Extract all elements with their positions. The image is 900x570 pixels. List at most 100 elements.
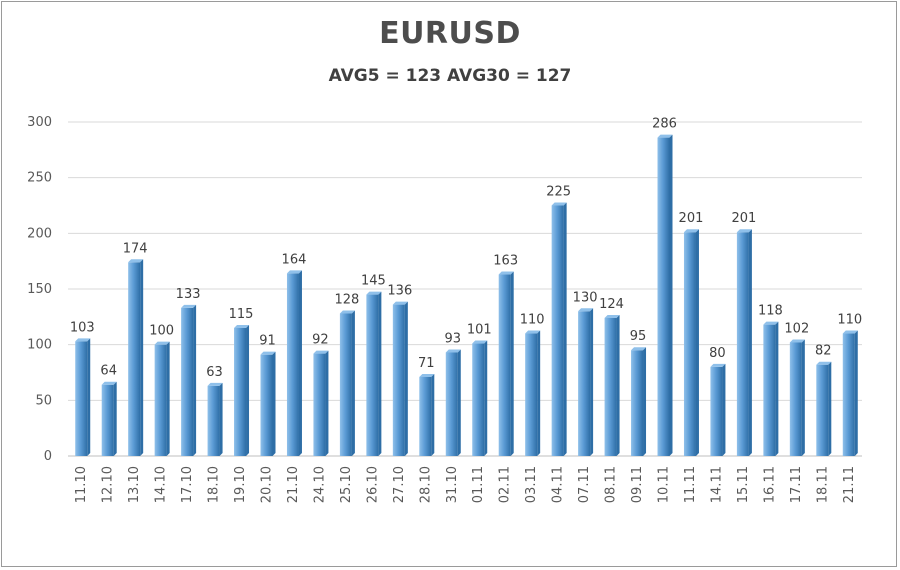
bar-side [748,229,752,456]
bar [181,304,197,456]
data-label: 71 [418,356,435,371]
data-label: 80 [709,346,726,361]
x-tick-label: 14.11 [709,466,724,503]
data-label: 118 [758,304,783,319]
bar-side [457,349,461,456]
bar-top [525,330,541,334]
bar-body [631,350,644,456]
x-tick-label: 01.11 [471,466,486,503]
bar-body [234,327,247,456]
chart-subtitle: AVG5 = 123 AVG30 = 127 [328,66,572,86]
bar-side [590,308,594,456]
bar-side [378,291,382,456]
bar [604,314,620,456]
bar-top [154,341,170,345]
x-tick-label: 19.10 [233,466,248,503]
bar-body [181,307,194,456]
bar-side [193,304,197,456]
bar-side [219,382,223,456]
bar-body [498,274,511,456]
data-label: 93 [444,331,461,346]
bar-side [140,259,144,456]
bar-side [722,363,726,456]
x-tick-label: 18.10 [207,466,222,503]
bar-top [339,310,355,314]
bar-top [578,308,594,312]
y-tick-label: 50 [35,393,52,408]
bar [472,340,488,456]
x-tick-label: 31.10 [445,466,460,503]
x-tick-label: 27.10 [392,466,407,503]
x-tick-label: 26.10 [365,466,380,503]
y-tick-label: 200 [27,226,52,241]
bar-top [128,259,144,263]
x-tick-label: 16.11 [762,466,777,503]
bar-side [298,270,302,456]
x-tick-label: 14.10 [154,466,169,503]
bar [525,330,541,456]
data-label: 201 [731,211,756,226]
gridlines [68,121,862,457]
bar-top [313,350,329,354]
bar-body [419,376,432,456]
bar-top [75,338,91,342]
bar-top [286,270,302,274]
bar [710,363,726,456]
bar-body [736,232,749,456]
bar [551,202,567,456]
bar-body [763,324,776,456]
bar [260,351,276,456]
bar-body [683,232,696,456]
bar [392,301,408,456]
bars [75,134,858,456]
bar [816,361,832,456]
bar-body [154,344,167,456]
data-label: 128 [334,292,359,307]
bar-top [816,361,832,365]
bar-body [525,333,538,456]
data-label: 145 [361,274,386,289]
bar-body [710,366,723,456]
data-label: 133 [176,287,201,302]
bar [339,310,355,456]
x-tick-label: 15.11 [736,466,751,503]
bar-body [128,262,141,456]
x-tick-label: 21.10 [286,466,301,503]
bar [578,308,594,456]
bar-body [842,333,855,456]
bar [101,381,117,456]
data-label: 130 [573,290,598,305]
x-tick-label: 18.11 [815,466,830,503]
bar-body [816,364,829,456]
bar-body [313,353,326,456]
bar-body [260,354,273,456]
bar [631,347,647,456]
bar-top [498,271,514,275]
x-axis: 11.10 12.10 13.10 14.10 17.10 18.10 19.10 20.10… [74,466,857,503]
bar-top [842,330,858,334]
bar-side [563,202,567,456]
data-label: 103 [70,320,95,335]
bar-top [710,363,726,367]
data-label: 92 [312,333,329,348]
bar-side [537,330,541,456]
bar [736,229,752,456]
bar-side [669,134,673,456]
x-tick-label: 12.10 [101,466,116,503]
bar-top [736,229,752,233]
x-tick-label: 11.10 [74,466,89,503]
bar-side [828,361,832,456]
bar-top [260,351,276,355]
x-tick-label: 08.11 [604,466,619,503]
bar-body [789,342,802,456]
bar [498,271,514,456]
bar [313,350,329,456]
bar-side [431,373,435,456]
bar-top [207,382,223,386]
bar-body [551,205,564,456]
bar-top [366,291,382,295]
data-label: 115 [229,307,254,322]
bar [657,134,673,456]
